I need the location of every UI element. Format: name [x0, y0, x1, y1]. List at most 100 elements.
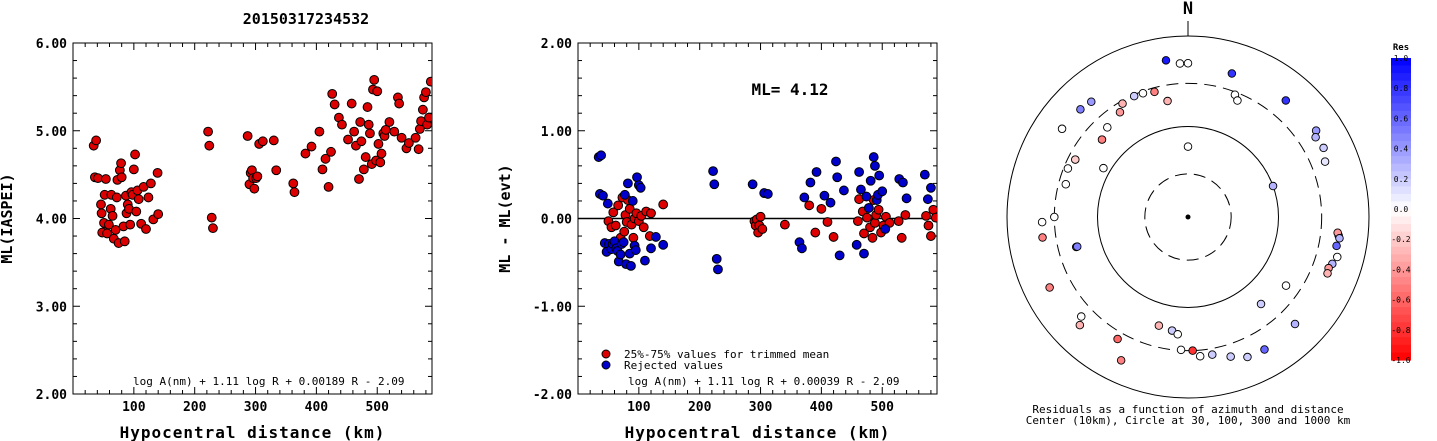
station-residual-point — [1076, 105, 1085, 114]
data-point — [300, 148, 311, 159]
colorbar-segment — [1391, 201, 1411, 210]
legend-marker — [601, 360, 611, 370]
data-point — [373, 139, 384, 149]
data-point — [394, 98, 405, 109]
station-residual-point — [1072, 242, 1082, 251]
colorbar-segment — [1391, 88, 1411, 97]
station-residual-point — [1071, 155, 1080, 164]
data-point — [306, 141, 317, 152]
data-point — [870, 160, 880, 171]
station-residual-point — [1118, 99, 1127, 108]
data-point — [922, 194, 933, 205]
colorbar-segment — [1391, 209, 1411, 218]
colorbar-segment — [1391, 314, 1411, 323]
data-point — [819, 190, 830, 201]
colorbar-segment — [1391, 261, 1411, 270]
data-point — [816, 203, 827, 214]
data-point — [271, 165, 282, 176]
data-point — [116, 172, 127, 183]
data-point — [856, 184, 866, 195]
colorbar-segment — [1391, 110, 1411, 119]
x-tick-label: 500 — [365, 400, 389, 415]
station-residual-point — [1075, 320, 1085, 330]
data-point — [376, 148, 387, 159]
figure-title: 20150317234532 — [243, 10, 369, 28]
station-residual-point — [1150, 87, 1159, 97]
data-point — [141, 224, 151, 234]
colorbar-segment — [1391, 148, 1411, 157]
data-point — [839, 185, 849, 196]
station-residual-point — [1176, 345, 1186, 355]
y-tick-label: -2.00 — [533, 388, 572, 403]
data-point — [640, 255, 650, 266]
colorbar-segment — [1391, 95, 1411, 104]
x-tick-label: 400 — [810, 400, 834, 415]
magnitude-annotation: ML= 4.12 — [751, 80, 828, 99]
colorbar-segment — [1391, 156, 1411, 165]
station-residual-point — [1175, 59, 1185, 68]
data-point — [900, 210, 911, 220]
data-point — [646, 208, 656, 219]
station-residual-point — [1233, 96, 1242, 105]
station-residual-point — [1163, 96, 1172, 106]
colorbar-segment — [1391, 58, 1411, 67]
data-point — [859, 228, 869, 239]
data-point — [125, 219, 136, 230]
y-axis-label: ML - ML(evt) — [496, 164, 514, 272]
data-point — [868, 152, 879, 162]
data-point — [923, 220, 934, 231]
colorbar-segment — [1391, 299, 1411, 308]
polar-caption-line-1: Residuals as a function of azimuth and d… — [1032, 403, 1343, 416]
data-point — [797, 243, 807, 254]
data-point — [713, 264, 723, 275]
station-residual-point — [1243, 352, 1252, 362]
station-residual-point — [1099, 163, 1108, 173]
station-residual-point — [1188, 346, 1197, 355]
data-point — [930, 212, 937, 223]
colorbar-segment — [1391, 65, 1411, 74]
station-residual-point — [1311, 133, 1320, 142]
y-tick-label: 0.00 — [541, 213, 572, 228]
colorbar-segment — [1391, 103, 1411, 112]
data-point — [104, 219, 114, 230]
data-point — [865, 175, 876, 186]
station-residual-point — [1154, 321, 1164, 330]
data-point — [100, 174, 111, 184]
data-point — [831, 156, 841, 167]
data-point — [926, 182, 936, 193]
data-point — [289, 187, 300, 198]
colorbar-segment — [1391, 322, 1411, 331]
data-point — [638, 222, 649, 233]
data-point — [128, 164, 139, 175]
data-point — [630, 245, 641, 255]
data-point — [811, 167, 822, 177]
data-point — [337, 119, 347, 130]
data-point — [632, 172, 642, 183]
colorbar-segment — [1391, 276, 1411, 286]
x-tick-label: 200 — [688, 400, 712, 415]
y-tick-label: 3.00 — [36, 300, 67, 315]
legend-marker — [601, 349, 611, 359]
data-point — [362, 102, 373, 112]
colorbar-segment — [1391, 216, 1411, 225]
station-residual-point — [1097, 135, 1107, 144]
colorbar-segment — [1391, 284, 1411, 293]
station-residual-point — [1281, 281, 1291, 290]
data-point — [861, 191, 872, 202]
formula-label: log A(nm) + 1.11 log R + 0.00039 R - 2.0… — [628, 375, 900, 388]
data-point — [354, 174, 364, 184]
data-point — [111, 192, 122, 203]
data-point — [711, 253, 722, 264]
station-residual-point — [1183, 142, 1193, 151]
data-point — [646, 243, 656, 254]
data-point — [204, 140, 215, 151]
x-axis-label: Hypocentral distance (km) — [625, 423, 891, 441]
data-point — [628, 232, 639, 243]
data-point — [110, 225, 121, 235]
data-point — [249, 183, 260, 194]
data-point — [326, 146, 336, 157]
colorbar-tick-label: 0.0 — [1394, 205, 1409, 214]
data-point — [863, 203, 874, 213]
station-residual-point — [1332, 241, 1341, 251]
station-residual-point — [1115, 107, 1125, 117]
